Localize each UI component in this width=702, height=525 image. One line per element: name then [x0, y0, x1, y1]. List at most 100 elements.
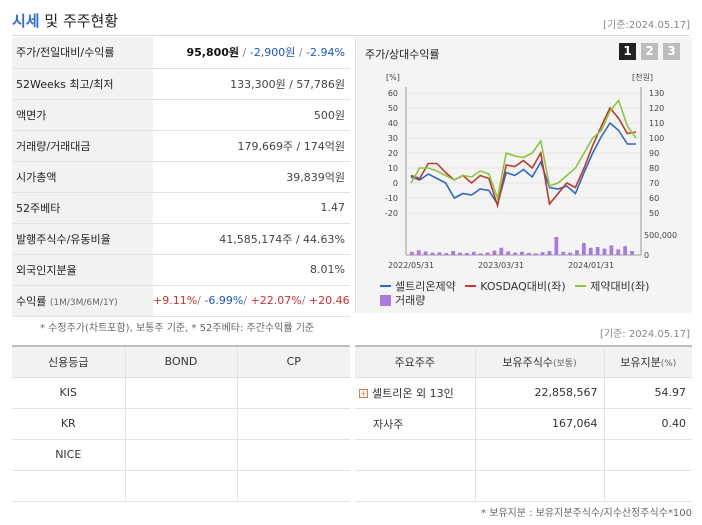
header-holder: 주요주주 — [355, 345, 475, 378]
return-3m: -6.99% — [204, 294, 244, 307]
stats-value: 39,839억원 — [153, 161, 350, 193]
left-tick-label: 10 — [388, 164, 398, 173]
right-tick-label: 80 — [649, 164, 659, 173]
rating-agency: KR — [12, 408, 125, 440]
change-value: -2,900원 — [249, 46, 296, 60]
volume-bar — [554, 237, 559, 255]
volume-bar — [526, 253, 531, 255]
left-axis-unit: [%] — [386, 73, 400, 82]
header-shares-label: 보유주식수 — [502, 355, 553, 369]
stats-row: 발행주식수/유동비율 41,585,174주 / 44.63% — [12, 223, 350, 255]
stats-row: 시가총액 39,839억원 — [12, 161, 350, 193]
right-tick-label: 70 — [649, 179, 659, 188]
volume-bar — [623, 246, 628, 255]
volume-bar — [602, 248, 607, 255]
right-axis-unit: [천원] — [632, 72, 653, 82]
right-tick-label: 100 — [649, 134, 664, 143]
table-row: + 셀트리온 외 13인 22,858,567 54.97 — [355, 377, 692, 409]
chart-page-1-button[interactable]: 1 — [619, 43, 636, 60]
left-tick-label: 50 — [388, 104, 398, 113]
bond-rating — [124, 439, 237, 471]
holder-pct: 54.97 — [603, 377, 692, 409]
volume-bar — [520, 251, 524, 255]
x-tick-label: 2023/03/31 — [478, 261, 524, 270]
holder-pct — [603, 439, 692, 471]
chart-legend: 셀트리온제약 KOSDAQ대비(좌) 제약대비(좌) 거래량 — [380, 277, 690, 309]
right-tick-label: 60 — [649, 194, 659, 203]
right-tick-label: 50 — [649, 209, 659, 218]
stats-label: 거래량/거래대금 — [12, 130, 153, 162]
legend-item-kosdaq: KOSDAQ대비(좌) — [465, 279, 566, 293]
chart-page-2-button[interactable]: 2 — [641, 43, 658, 60]
holder-name-text: 셀트리온 외 13인 — [372, 386, 454, 400]
holder-name: + 셀트리온 외 13인 — [355, 377, 475, 409]
stats-label: 주가/전일대비/수익률 — [12, 37, 153, 69]
stats-row: 52Weeks 최고/최저 133,300원 / 57,786원 — [12, 68, 350, 100]
holders-footnote: * 보유지분 : 보유지분주식수/지수산정주식수*100 — [481, 508, 692, 519]
table-row: KR — [12, 408, 350, 440]
x-tick-label: 2024/01/31 — [568, 261, 614, 270]
legend-line-swatch — [575, 285, 587, 287]
stats-label: 외국인지분율 — [12, 254, 153, 286]
legend-label: 제약대비(좌) — [590, 280, 650, 293]
stats-value: 95,800원 / -2,900원 / -2.94% — [153, 37, 350, 69]
right-tick-label: 120 — [649, 104, 664, 113]
chart-title: 주가/상대수익률 — [365, 48, 440, 61]
chart-panel: [%] [천원] 60 50 40 30 20 10 0 -10 -20 130 120 110 100 90… — [355, 37, 692, 313]
volume-bar — [444, 253, 449, 255]
stats-value: 133,300원 / 57,786원 — [153, 68, 350, 100]
volume-bar — [471, 251, 476, 255]
table-header-row: 주요주주 보유주식수(보통) 보유지분(%) — [355, 345, 692, 378]
volume-tick-label: 500,000 — [644, 231, 677, 240]
rating-agency — [12, 470, 125, 502]
holder-name: 자사주 — [355, 408, 475, 440]
legend-label: 거래량 — [395, 294, 426, 307]
volume-bar — [465, 253, 469, 255]
bond-rating — [124, 408, 237, 440]
legend-label: 셀트리온제약 — [395, 280, 456, 293]
volume-bar — [423, 251, 428, 255]
volume-bar — [478, 253, 483, 255]
stats-row-price: 주가/전일대비/수익률 95,800원 / -2,900원 / -2.94% — [12, 37, 350, 69]
series-line-celltrion — [410, 121, 636, 206]
chart-canvas: [%] [천원]6050403020100-10-2013012011010090… — [385, 72, 677, 270]
header-shares: 보유주식수(보통) — [474, 345, 604, 378]
stats-value: 41,585,174주 / 44.63% — [153, 223, 350, 255]
legend-line-swatch — [465, 285, 477, 287]
stats-footnote: * 수정주가(차트포함), 보통주 기준, * 52주베타: 주간수익률 기준 — [40, 323, 315, 334]
legend-square-swatch — [380, 294, 391, 306]
volume-bar — [561, 251, 566, 255]
volume-bar — [609, 245, 614, 255]
separator: / — [298, 46, 303, 60]
stats-label: 수익률 (1M/3M/6M/1Y) — [12, 285, 153, 317]
section-header: 시세 및 주주현황 [기준:2024.05.17] — [12, 8, 690, 36]
price-stats-table: 주가/전일대비/수익률 95,800원 / -2,900원 / -2.94% 5… — [12, 37, 350, 317]
stats-row: 거래량/거래대금 179,669주 / 174억원 — [12, 130, 350, 162]
volume-bar — [568, 252, 572, 255]
return-6m: +22.07% — [250, 294, 302, 307]
legend-line-swatch — [380, 285, 391, 287]
expand-plus-icon[interactable]: + — [359, 389, 368, 398]
separator: / — [301, 294, 306, 307]
chart-page-3-button[interactable]: 3 — [663, 43, 680, 60]
holder-shares: 22,858,567 — [474, 377, 604, 409]
volume-bar — [451, 251, 456, 255]
holder-pct: 0.40 — [603, 408, 692, 440]
stats-value: 1.47 — [153, 192, 350, 224]
left-tick-label: 60 — [388, 89, 398, 98]
left-tick-label: -20 — [385, 209, 398, 218]
volume-bar — [581, 243, 586, 255]
volume-bar — [499, 247, 504, 255]
volume-bar — [458, 252, 462, 255]
table-row — [12, 470, 350, 502]
stats-row: 52주베타 1.47 — [12, 192, 350, 224]
return-1m: +9.11% — [153, 294, 198, 307]
header-rating: 신용등급 — [12, 345, 125, 378]
table-row: KIS — [12, 377, 350, 409]
volume-tick-label: 0 — [644, 251, 649, 260]
table-header-row: 신용등급 BOND CP — [12, 345, 350, 378]
legend-item-volume: 거래량 — [380, 293, 425, 307]
major-holders-table: 주요주주 보유주식수(보통) 보유지분(%) + 셀트리온 외 13인 22,85… — [355, 345, 692, 502]
cp-rating — [236, 439, 350, 471]
volume-bar — [416, 250, 421, 255]
